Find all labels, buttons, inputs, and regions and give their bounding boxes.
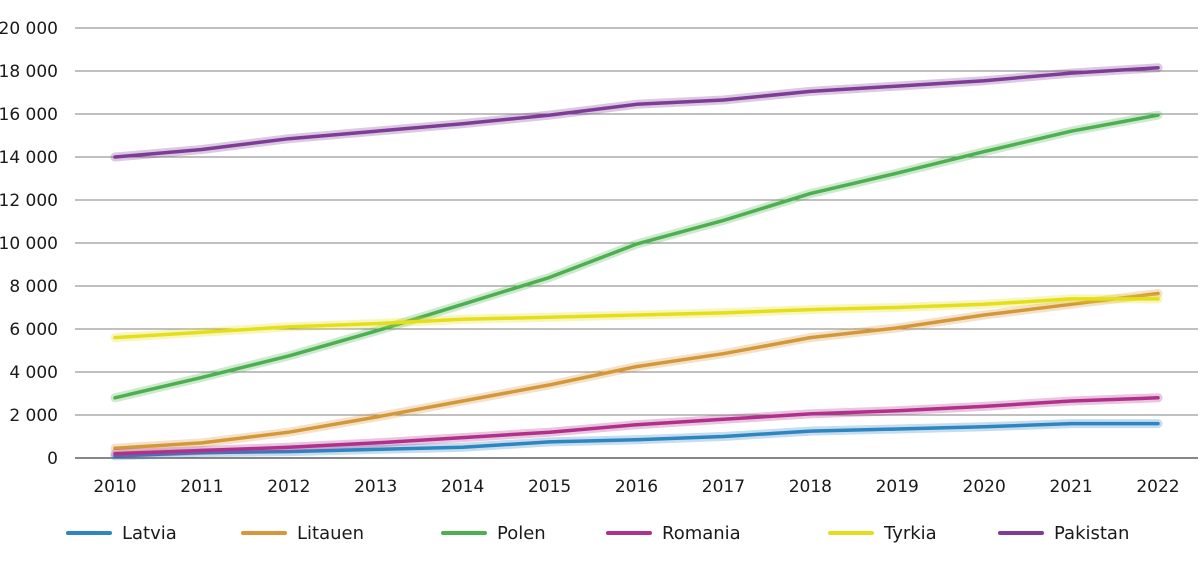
x-tick-label: 2014 [441,477,484,497]
legend-label: Pakistan [1054,523,1129,544]
y-tick-label: 12 000 [0,191,58,211]
legend-item-romania: Romania [606,523,741,544]
x-tick-label: 2019 [876,477,919,497]
series-line-pakistan [113,66,1160,159]
x-tick-label: 2010 [93,477,136,497]
x-tick-label: 2022 [1136,477,1179,497]
series-line-litauen [113,291,1160,451]
y-tick-label: 4 000 [9,363,58,383]
legend-label: Romania [662,523,741,544]
y-tick-label: 8 000 [9,277,58,297]
y-tick-label: 6 000 [9,320,58,340]
y-tick-label: 0 [47,449,58,469]
y-tick-label: 18 000 [0,62,58,82]
series-line-tyrkia [113,297,1160,340]
y-tick-label: 10 000 [0,234,58,254]
series-layer [110,63,1163,461]
y-axis-ticks: 0 2 000 4 000 6 000 8 000 10 000 12 000 14 000 1… [0,19,58,469]
legend-label: Latvia [122,523,177,544]
series-glow-polen [110,110,1163,403]
series-line-latvia [113,421,1160,458]
legend-item-pakistan: Pakistan [998,523,1129,544]
legend-item-litauen: Litauen [241,523,364,544]
y-tick-label: 2 000 [9,406,58,426]
legend-item-latvia: Latvia [66,523,177,544]
legend-label: Litauen [297,523,364,544]
series-line-romania [113,396,1160,456]
x-axis-ticks: 2010 2011 2012 2013 2014 2015 2016 2017 2018 2019… [93,477,1179,497]
y-tick-label: 16 000 [0,105,58,125]
x-tick-label: 2018 [789,477,832,497]
legend-label: Tyrkia [883,523,937,544]
y-tick-label: 14 000 [0,148,58,168]
y-tick-label: 20 000 [0,19,58,39]
x-tick-label: 2021 [1049,477,1092,497]
legend: Latvia Litauen Polen Romania Tyrkia Pakistan [66,523,1129,544]
legend-item-polen: Polen [441,523,546,544]
x-tick-label: 2017 [702,477,745,497]
x-tick-label: 2012 [267,477,310,497]
x-tick-label: 2013 [354,477,397,497]
series-line-polen [113,113,1160,400]
x-tick-label: 2020 [963,477,1006,497]
legend-item-tyrkia: Tyrkia [828,523,937,544]
legend-label: Polen [497,523,546,544]
x-tick-label: 2011 [180,477,223,497]
x-tick-label: 2016 [615,477,658,497]
x-tick-label: 2015 [528,477,571,497]
